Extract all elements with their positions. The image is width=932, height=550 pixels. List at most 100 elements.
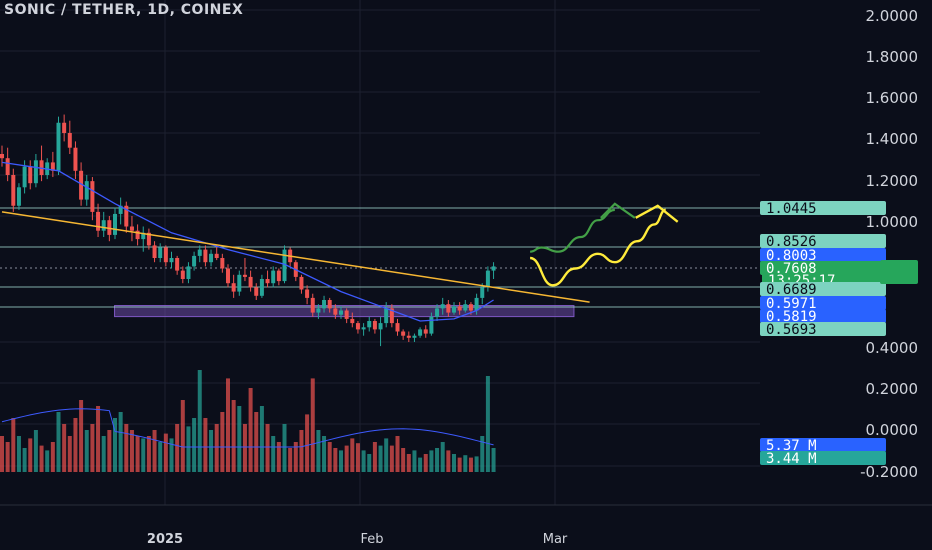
projection-path-yellow [529, 208, 667, 287]
candle [175, 255, 180, 275]
candle-body [254, 287, 259, 296]
volume-bar [141, 438, 146, 472]
candle [378, 316, 383, 347]
candle-body [73, 147, 78, 171]
candle [28, 160, 33, 190]
candle-body [367, 321, 372, 328]
candle-body [389, 308, 394, 324]
volume-bar [474, 456, 479, 472]
candle-body [237, 274, 242, 292]
price-pill: 0.5971 [760, 296, 886, 312]
candle [56, 116, 61, 175]
candle-body [141, 232, 146, 240]
candle [67, 120, 72, 154]
candle [327, 297, 332, 313]
candle [242, 258, 247, 282]
candle-body [282, 249, 287, 282]
volume-bar [355, 443, 360, 472]
candle-body [96, 211, 101, 231]
volume-bar [265, 424, 270, 472]
candle [158, 243, 163, 263]
volume-bar [339, 450, 343, 472]
y-axis-tick-label: 0.4000 [866, 339, 919, 357]
volume-bar [327, 442, 332, 472]
volume-bar [129, 430, 134, 472]
volume-bar [259, 406, 264, 472]
candle-body [322, 300, 327, 309]
price-pill-label: 0.5971 [766, 296, 817, 312]
candle-body [384, 308, 389, 324]
candle [152, 241, 157, 263]
candle-body [226, 268, 230, 284]
volume-bar [350, 438, 355, 472]
candle-body [192, 255, 197, 267]
price-pill: 0.6689 [760, 282, 886, 298]
volume-bar [378, 445, 383, 472]
volume-bar [124, 424, 129, 472]
volume-bar [435, 448, 440, 472]
candle-body [463, 304, 468, 311]
candlesticks [0, 114, 496, 347]
price-pill: 0.8526 [760, 234, 886, 250]
volume-bar [463, 455, 468, 472]
candle [305, 285, 310, 305]
candle-body [457, 306, 462, 311]
candle [192, 251, 197, 271]
x-axis-tick-label: Feb [360, 532, 383, 547]
candle [214, 245, 219, 261]
candle [113, 207, 117, 240]
volume-bar [22, 448, 27, 472]
volume-bar [101, 436, 106, 472]
y-axis-tick-label: 1.0000 [866, 213, 919, 231]
candle-body [305, 289, 310, 298]
candle [452, 302, 456, 315]
candle [39, 145, 44, 182]
candle [186, 262, 191, 284]
volume-bar [50, 442, 55, 472]
candle [316, 304, 321, 319]
price-pill-bg [760, 282, 886, 296]
candle [124, 201, 129, 233]
candle-body [418, 329, 423, 336]
candle [169, 251, 174, 269]
volume-bar [56, 412, 61, 472]
candle-body [452, 306, 456, 313]
price-pill-bg [760, 248, 886, 262]
candle-body [355, 323, 360, 330]
candle-body [395, 323, 400, 332]
candle-body [101, 220, 106, 231]
candle [146, 228, 151, 250]
price-pill: 5.37 M [760, 438, 886, 454]
volume-bar [372, 442, 377, 472]
candle-body [28, 166, 33, 184]
volume-bar [237, 406, 242, 472]
candle-body [203, 249, 208, 263]
candle-body [350, 318, 355, 324]
candle [248, 270, 253, 292]
volume-bar [84, 430, 89, 472]
volume-bar [406, 454, 411, 472]
candle [384, 302, 389, 328]
volume-bar [209, 430, 214, 472]
volume-bar [45, 450, 50, 472]
volume-bar [418, 457, 423, 472]
y-axis-tick-label: 0.2000 [866, 380, 919, 398]
candle [401, 329, 406, 340]
candle-body [265, 279, 270, 284]
candle [463, 300, 468, 313]
volume-ma-line [1, 408, 494, 448]
candle [16, 183, 21, 210]
descending-trendline [1, 211, 590, 303]
candle-body [33, 160, 38, 184]
volume-bar [423, 454, 428, 472]
price-pill-bg [760, 261, 886, 275]
candle [259, 274, 264, 298]
candle-body [276, 270, 281, 282]
volume-bar [79, 400, 84, 472]
price-pill-bg [760, 451, 886, 465]
candle [350, 312, 355, 328]
volume-bar [271, 436, 276, 472]
candle [395, 318, 400, 336]
